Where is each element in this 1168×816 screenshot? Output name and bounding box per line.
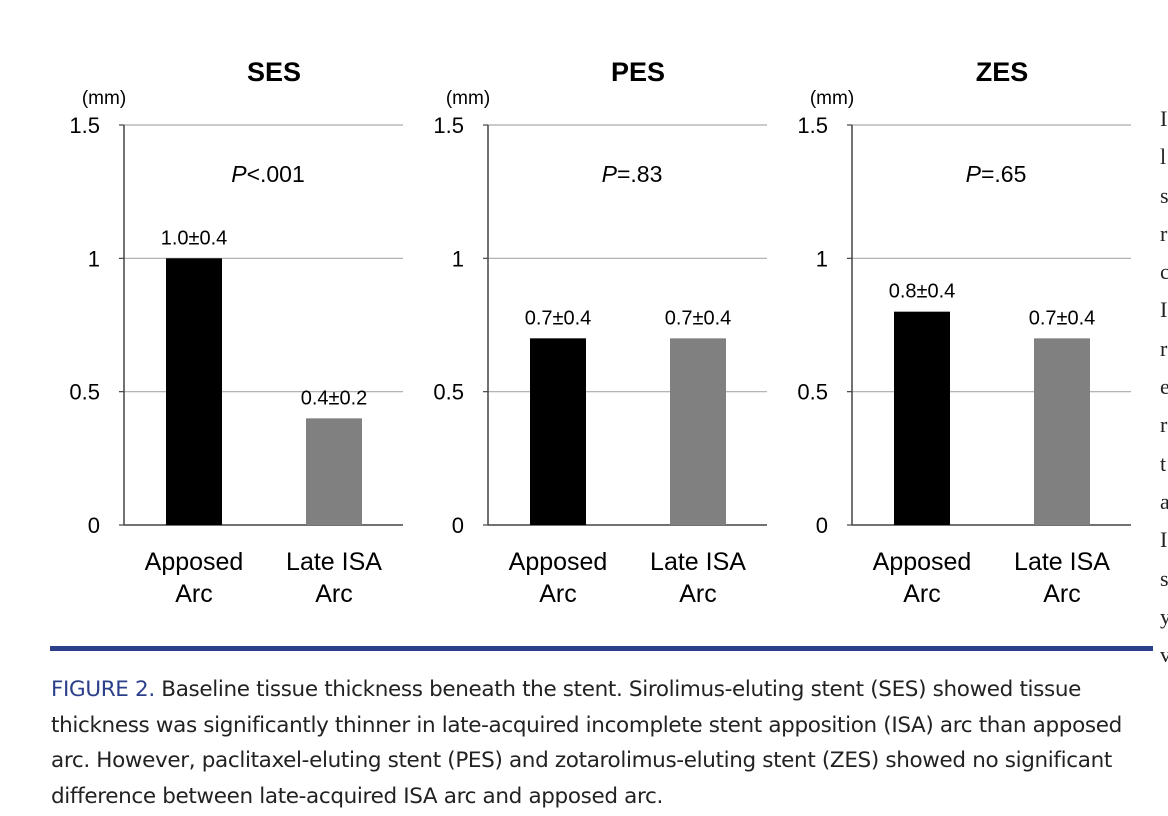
p-value-label-pes: P=.83 [601, 161, 663, 187]
panel-title: ZES [976, 57, 1029, 87]
bar [166, 258, 222, 525]
text-fragment: r [1160, 412, 1168, 438]
x-tick-label: Arc [679, 580, 717, 608]
p-value-label-ses: P<.001 [231, 161, 305, 187]
text-fragment: r [1160, 335, 1168, 361]
text-fragment: I [1160, 106, 1168, 131]
y-tick-label: 1 [88, 246, 100, 271]
data-label: 0.7±0.4 [525, 307, 592, 329]
text-fragment: l [1160, 144, 1167, 170]
text-fragment: t [1160, 450, 1167, 476]
data-label: 1.0±0.4 [161, 227, 228, 249]
x-tick-label: Arc [315, 580, 353, 608]
bar [894, 311, 950, 525]
text-fragment: a [1160, 488, 1168, 514]
figure-caption: FIGURE 2. Baseline tissue thickness bene… [51, 672, 1161, 814]
y-unit-label: (mm) [446, 88, 490, 109]
text-fragment: y [1160, 603, 1168, 629]
figure-chart: SES (mm) 0 0.5 1 1.5 1.0±0.4 Apposed Arc 0.4±0.2 L… [69, 57, 1131, 608]
text-fragment: e [1160, 374, 1168, 400]
x-tick-label: Late ISA [650, 548, 746, 576]
y-tick-label: 0.5 [69, 380, 100, 405]
bar [1034, 338, 1090, 525]
data-label: 0.8±0.4 [889, 281, 956, 303]
x-tick-label: Arc [539, 580, 577, 608]
y-tick-label: 1.5 [433, 113, 464, 138]
y-tick-label: 0.5 [797, 380, 828, 405]
text-fragment: s [1160, 182, 1168, 208]
x-tick-label: Arc [903, 580, 941, 608]
y-unit-label: (mm) [82, 88, 126, 109]
data-label: 0.7±0.4 [1029, 307, 1096, 329]
p-value-label-zes: P=.65 [965, 161, 1027, 187]
x-tick-label: Arc [175, 580, 213, 608]
y-tick-label: 0 [88, 513, 100, 538]
y-tick-label: 1.5 [797, 113, 828, 138]
y-tick-label: 1 [452, 246, 464, 271]
text-fragment: c [1160, 259, 1168, 285]
x-tick-label: Apposed [873, 548, 972, 576]
data-label: 0.7±0.4 [665, 307, 732, 329]
text-fragment: I [1160, 297, 1168, 323]
text-fragment: s [1160, 565, 1168, 591]
x-tick-label: Late ISA [286, 548, 382, 576]
y-tick-label: 1.5 [69, 113, 100, 138]
panel-title: PES [611, 57, 665, 87]
y-tick-label: 0 [816, 513, 828, 538]
text-fragment: I [1160, 527, 1168, 553]
y-tick-label: 0.5 [433, 380, 464, 405]
figure-label: FIGURE 2. [51, 677, 155, 702]
caption-text: Baseline tissue thickness beneath the st… [51, 677, 1122, 809]
y-tick-label: 1 [816, 246, 828, 271]
text-fragment: r [1160, 220, 1168, 246]
text-fragment: v [1160, 642, 1168, 668]
x-tick-label: Late ISA [1014, 548, 1110, 576]
y-tick-label: 0 [452, 513, 464, 538]
caption-rule [50, 646, 1153, 651]
bar [306, 418, 362, 525]
x-tick-label: Apposed [145, 548, 244, 576]
bar [670, 338, 726, 525]
y-unit-label: (mm) [810, 88, 854, 109]
x-tick-label: Apposed [509, 548, 608, 576]
bar [530, 338, 586, 525]
x-tick-label: Arc [1043, 580, 1081, 608]
panel-title: SES [247, 57, 301, 87]
data-label: 0.4±0.2 [301, 387, 368, 409]
